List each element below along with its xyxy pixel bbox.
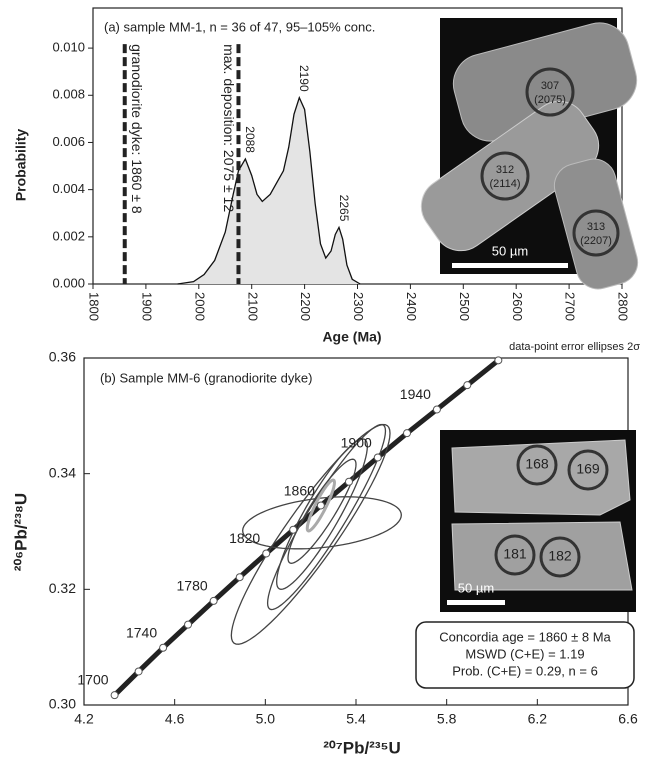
- x-tick-label: 2200: [298, 292, 313, 321]
- inset-image-a: 307 (2075) 312 (2114) 313 (2207) 50 µm: [410, 16, 643, 294]
- age-marker: [374, 454, 381, 461]
- panel-b-title: (b) Sample MM-6 (granodiorite dyke): [100, 370, 312, 385]
- age-marker: [433, 406, 440, 413]
- y-tick-label: 0.32: [49, 580, 76, 596]
- x-tick-label: 4.2: [74, 711, 94, 727]
- spot-label: 168: [525, 456, 549, 472]
- error-ellipse: [268, 425, 386, 610]
- figure: (a) sample MM-1, n = 36 of 47, 95–105% c…: [0, 0, 646, 763]
- stats-text: Prob. (C+E) = 0.29, n = 6: [452, 663, 598, 678]
- x-tick-label: 2000: [192, 292, 207, 321]
- stats-text: MSWD (C+E) = 1.19: [465, 646, 584, 661]
- age-marker: [345, 478, 352, 485]
- age-marker: [160, 644, 167, 651]
- x-tick-label: 6.6: [618, 711, 638, 727]
- spot-age: (2075): [534, 94, 566, 106]
- spot-label: 313: [587, 221, 605, 233]
- scale-label: 50 µm: [458, 580, 494, 595]
- age-marker: [185, 621, 192, 628]
- y-tick-label: 0.006: [52, 134, 85, 149]
- x-tick-label: 2400: [404, 292, 419, 321]
- age-marker: [236, 574, 243, 581]
- y-tick-label: 0.004: [52, 181, 85, 196]
- age-label: 1780: [177, 578, 208, 594]
- y-tick-label: 0.008: [52, 87, 85, 102]
- x-tick-label: 5.0: [256, 711, 276, 727]
- ellipse-note: data-point error ellipses 2σ: [509, 341, 640, 353]
- reference-label: granodiorite dyke: 1860 ± 8: [129, 44, 145, 214]
- spot-label: 307: [541, 80, 559, 92]
- x-tick-label: 6.2: [528, 711, 548, 727]
- age-marker: [135, 668, 142, 675]
- x-axis-label: Age (Ma): [322, 329, 381, 345]
- age-label: 1820: [229, 530, 260, 546]
- peak-label: 2190: [297, 65, 311, 92]
- page: (a) sample MM-1, n = 36 of 47, 95–105% c…: [0, 0, 646, 763]
- x-tick-label: 2100: [245, 292, 260, 321]
- age-marker: [495, 357, 502, 364]
- age-marker: [404, 430, 411, 437]
- x-tick-label: 5.4: [346, 711, 366, 727]
- reference-label: max. deposition: 2075 ± 12: [221, 44, 237, 212]
- age-marker: [210, 597, 217, 604]
- panel-a-title: (a) sample MM-1, n = 36 of 47, 95–105% c…: [104, 19, 375, 34]
- age-marker: [290, 526, 297, 533]
- peak-label: 2265: [337, 195, 351, 222]
- age-label: 1740: [126, 625, 157, 641]
- y-tick-label: 0.000: [52, 275, 85, 290]
- scale-label: 50 µm: [492, 243, 528, 258]
- spot-age: (2114): [490, 178, 521, 190]
- age-marker: [111, 692, 118, 699]
- y-tick-label: 0.34: [49, 464, 76, 480]
- x-tick-label: 1800: [87, 292, 102, 321]
- y-axis-label: ²⁰⁶Pb/²³⁸U: [11, 493, 30, 571]
- x-tick-label: 2700: [563, 292, 578, 321]
- peak-label: 2088: [243, 126, 257, 153]
- density-area: [178, 98, 361, 284]
- y-tick-label: 0.010: [52, 40, 85, 55]
- stats-text: Concordia age = 1860 ± 8 Ma: [439, 629, 611, 644]
- spot-label: 181: [503, 546, 527, 562]
- age-label: 1700: [77, 672, 108, 688]
- scale-bar: [452, 263, 568, 268]
- x-tick-label: 5.8: [437, 711, 457, 727]
- age-label: 1900: [341, 434, 372, 450]
- x-tick-label: 1900: [139, 292, 154, 321]
- x-tick-label: 2500: [457, 292, 472, 321]
- y-tick-label: 0.002: [52, 228, 85, 243]
- y-axis-label: Probability: [13, 129, 29, 202]
- spot-label: 312: [496, 164, 514, 176]
- grain: [452, 440, 630, 515]
- x-tick-label: 2800: [616, 292, 631, 321]
- x-axis-label: ²⁰⁷Pb/²³⁵U: [323, 738, 401, 757]
- age-label: 1860: [284, 482, 315, 498]
- stats-box: Concordia age = 1860 ± 8 Ma MSWD (C+E) =…: [416, 622, 634, 688]
- spot-label: 169: [576, 461, 600, 477]
- age-marker: [464, 382, 471, 389]
- x-tick-label: 4.6: [165, 711, 185, 727]
- age-marker: [263, 550, 270, 557]
- spot-age: (2207): [580, 235, 612, 247]
- x-tick-label: 2600: [510, 292, 525, 321]
- age-marker: [317, 502, 324, 509]
- spot-label: 182: [548, 548, 572, 564]
- inset-image-b: 168 169 181 182 50 µm: [440, 430, 636, 612]
- y-tick-label: 0.30: [49, 696, 76, 712]
- y-tick-label: 0.36: [49, 349, 76, 365]
- x-tick-label: 2300: [351, 292, 366, 321]
- scale-bar: [447, 600, 505, 605]
- age-label: 1940: [400, 386, 431, 402]
